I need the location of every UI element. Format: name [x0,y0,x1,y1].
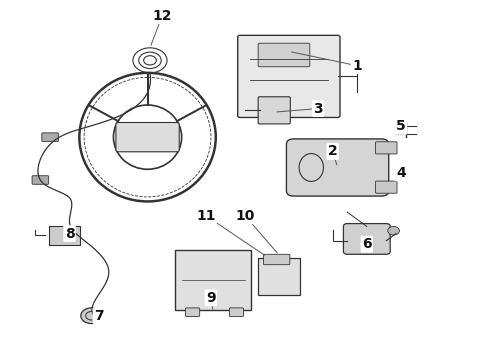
FancyBboxPatch shape [49,226,80,245]
Text: 5: 5 [396,120,406,134]
Ellipse shape [299,154,323,181]
FancyBboxPatch shape [258,43,310,67]
Text: 6: 6 [362,237,371,251]
Text: 2: 2 [328,144,338,158]
Text: 10: 10 [235,209,255,223]
FancyBboxPatch shape [229,308,244,316]
FancyBboxPatch shape [258,97,290,124]
Text: 9: 9 [206,291,216,305]
FancyBboxPatch shape [186,308,200,316]
Text: 3: 3 [313,102,323,116]
FancyBboxPatch shape [32,176,49,184]
Text: 8: 8 [65,226,74,240]
Text: 12: 12 [152,9,172,23]
FancyBboxPatch shape [258,257,300,296]
FancyBboxPatch shape [42,133,58,141]
FancyBboxPatch shape [287,139,389,196]
FancyBboxPatch shape [238,35,340,117]
Circle shape [388,226,399,235]
Text: 7: 7 [94,309,104,323]
FancyBboxPatch shape [375,142,397,154]
FancyBboxPatch shape [264,254,290,265]
FancyBboxPatch shape [116,122,179,152]
Text: 11: 11 [196,209,216,223]
FancyBboxPatch shape [175,250,251,310]
Circle shape [81,308,102,324]
FancyBboxPatch shape [375,181,397,193]
FancyBboxPatch shape [343,224,390,254]
Text: 4: 4 [396,166,406,180]
Text: 1: 1 [352,59,362,73]
